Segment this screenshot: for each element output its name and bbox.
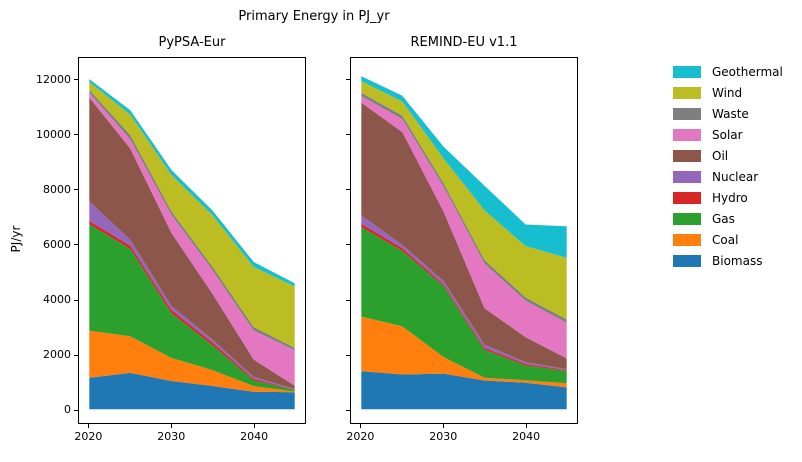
y-axis-label: PJ/yr xyxy=(9,225,23,253)
legend-row-coal: Coal xyxy=(673,229,783,250)
y-tick-label: 6000 xyxy=(43,237,71,251)
x-tick-label: 2020 xyxy=(74,430,103,443)
legend-swatch-wind xyxy=(673,86,701,99)
area-oil xyxy=(361,102,567,370)
y-tick-mark xyxy=(346,134,350,136)
area-hydro xyxy=(361,223,567,371)
legend-swatch-solar xyxy=(673,128,701,141)
y-tick-mark xyxy=(74,79,78,81)
legend-row-biomass: Biomass xyxy=(673,250,783,271)
legend-row-wind: Wind xyxy=(673,82,783,103)
subplot-title-pypsa-eur: PyPSA-Eur xyxy=(158,35,226,50)
legend-label-nuclear: Nuclear xyxy=(712,169,759,184)
area-biomass xyxy=(89,372,295,410)
legend-label-oil: Oil xyxy=(712,148,729,163)
area-oil xyxy=(89,97,295,389)
x-tick-mark xyxy=(442,424,444,428)
area-gas xyxy=(361,227,567,384)
legend-label-hydro: Hydro xyxy=(712,190,748,205)
legend-swatch-biomass xyxy=(673,254,701,267)
area-coal xyxy=(361,316,567,388)
legend-swatch-geothermal xyxy=(673,65,701,78)
axes-remind-eu: REMIND-EU v1.1 xyxy=(350,35,578,424)
legend-row-waste: Waste xyxy=(673,103,783,124)
area-geothermal xyxy=(361,76,567,258)
y-tick-label: 10000 xyxy=(36,127,71,141)
area-coal xyxy=(89,330,295,393)
figure-title: Primary Energy in PJ_yr xyxy=(238,9,390,24)
legend: Geothermal Wind Waste Solar Oil Nuclear Hydro G… xyxy=(673,61,783,271)
legend-label-wind: Wind xyxy=(712,85,743,100)
legend-row-oil: Oil xyxy=(673,145,783,166)
y-tick-mark xyxy=(74,409,78,411)
legend-label-coal: Coal xyxy=(712,232,739,247)
legend-swatch-oil xyxy=(673,149,701,162)
x-tick-label: 2040 xyxy=(240,430,269,443)
legend-swatch-waste xyxy=(673,107,701,120)
axes-pypsa-eur: PyPSA-Eur xyxy=(78,35,306,424)
x-tick-mark xyxy=(359,424,361,428)
x-tick-label: 2030 xyxy=(429,430,458,443)
area-nuclear xyxy=(361,215,567,371)
y-tick-mark xyxy=(346,409,350,411)
y-tick-mark xyxy=(74,134,78,136)
area-wind xyxy=(89,81,295,348)
legend-label-biomass: Biomass xyxy=(712,253,763,268)
y-tick-mark xyxy=(346,244,350,246)
area-wind xyxy=(361,81,567,320)
y-tick-label: 4000 xyxy=(43,293,71,306)
area-biomass xyxy=(361,371,567,410)
y-tick-mark xyxy=(346,79,350,81)
area-waste xyxy=(89,89,295,351)
y-tick-mark xyxy=(74,189,78,191)
x-tick-label: 2040 xyxy=(512,430,541,443)
y-tick-mark xyxy=(74,244,78,246)
legend-row-gas: Gas xyxy=(673,208,783,229)
y-tick-label: 12000 xyxy=(36,72,71,86)
legend-row-nuclear: Nuclear xyxy=(673,166,783,187)
legend-label-gas: Gas xyxy=(712,211,735,226)
stacked-area-plot-pypsa-eur xyxy=(78,57,306,424)
x-tick-mark xyxy=(525,424,527,428)
area-gas xyxy=(89,224,295,392)
area-solar xyxy=(361,96,567,359)
y-tick-mark xyxy=(346,189,350,191)
legend-label-solar: Solar xyxy=(712,127,743,142)
x-tick-mark xyxy=(253,424,255,428)
y-tick-label: 8000 xyxy=(43,182,71,196)
legend-swatch-gas xyxy=(673,212,701,225)
x-tick-mark xyxy=(87,424,89,428)
legend-row-hydro: Hydro xyxy=(673,187,783,208)
legend-swatch-hydro xyxy=(673,191,701,204)
legend-label-waste: Waste xyxy=(712,106,749,121)
y-tick-label: 2000 xyxy=(43,348,71,362)
area-solar xyxy=(89,92,295,386)
y-tick-mark xyxy=(74,299,78,301)
area-hydro xyxy=(89,221,295,390)
legend-row-solar: Solar xyxy=(673,124,783,145)
y-tick-label: 0 xyxy=(64,403,71,417)
y-tick-mark xyxy=(74,354,78,356)
legend-label-geothermal: Geothermal xyxy=(712,64,783,79)
legend-row-geothermal: Geothermal xyxy=(673,61,783,82)
x-tick-mark xyxy=(170,424,172,428)
y-tick-mark xyxy=(346,299,350,301)
stacked-area-plot-remind-eu xyxy=(350,57,578,424)
legend-swatch-nuclear xyxy=(673,170,701,183)
subplot-title-remind-eu: REMIND-EU v1.1 xyxy=(410,35,518,50)
legend-swatch-coal xyxy=(673,233,701,246)
x-tick-label: 2020 xyxy=(346,430,375,443)
x-tick-label: 2030 xyxy=(157,430,186,443)
y-tick-mark xyxy=(346,354,350,356)
